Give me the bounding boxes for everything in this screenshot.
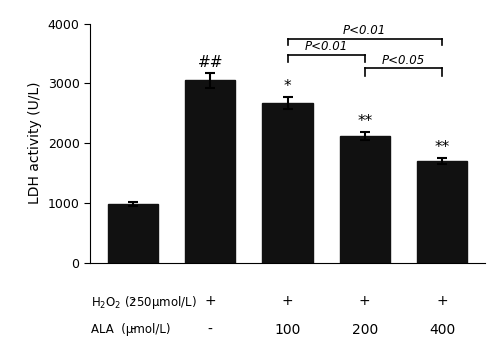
Text: ALA  (μmol/L): ALA (μmol/L): [90, 323, 170, 336]
Bar: [185, 81, 236, 263]
Text: +: +: [204, 294, 216, 308]
Text: **: **: [434, 140, 450, 155]
Bar: [340, 136, 390, 263]
Text: +: +: [359, 294, 370, 308]
Text: -: -: [208, 323, 212, 337]
Text: 400: 400: [429, 323, 455, 337]
Text: +: +: [282, 294, 294, 308]
Text: -: -: [130, 323, 136, 337]
Text: +: +: [436, 294, 448, 308]
Text: P<0.01: P<0.01: [304, 40, 348, 54]
Text: -: -: [130, 294, 136, 308]
Text: **: **: [357, 114, 372, 129]
Text: H$_2$O$_2$ (250μmol/L): H$_2$O$_2$ (250μmol/L): [90, 294, 196, 311]
Y-axis label: LDH activity (U/L): LDH activity (U/L): [28, 82, 42, 205]
Text: *: *: [284, 79, 292, 94]
Text: P<0.05: P<0.05: [382, 54, 425, 67]
Bar: [417, 161, 467, 263]
Text: 100: 100: [274, 323, 300, 337]
Bar: [108, 204, 158, 263]
Bar: [262, 103, 312, 263]
Text: ##: ##: [198, 55, 223, 70]
Text: 200: 200: [352, 323, 378, 337]
Text: P<0.01: P<0.01: [343, 24, 386, 37]
